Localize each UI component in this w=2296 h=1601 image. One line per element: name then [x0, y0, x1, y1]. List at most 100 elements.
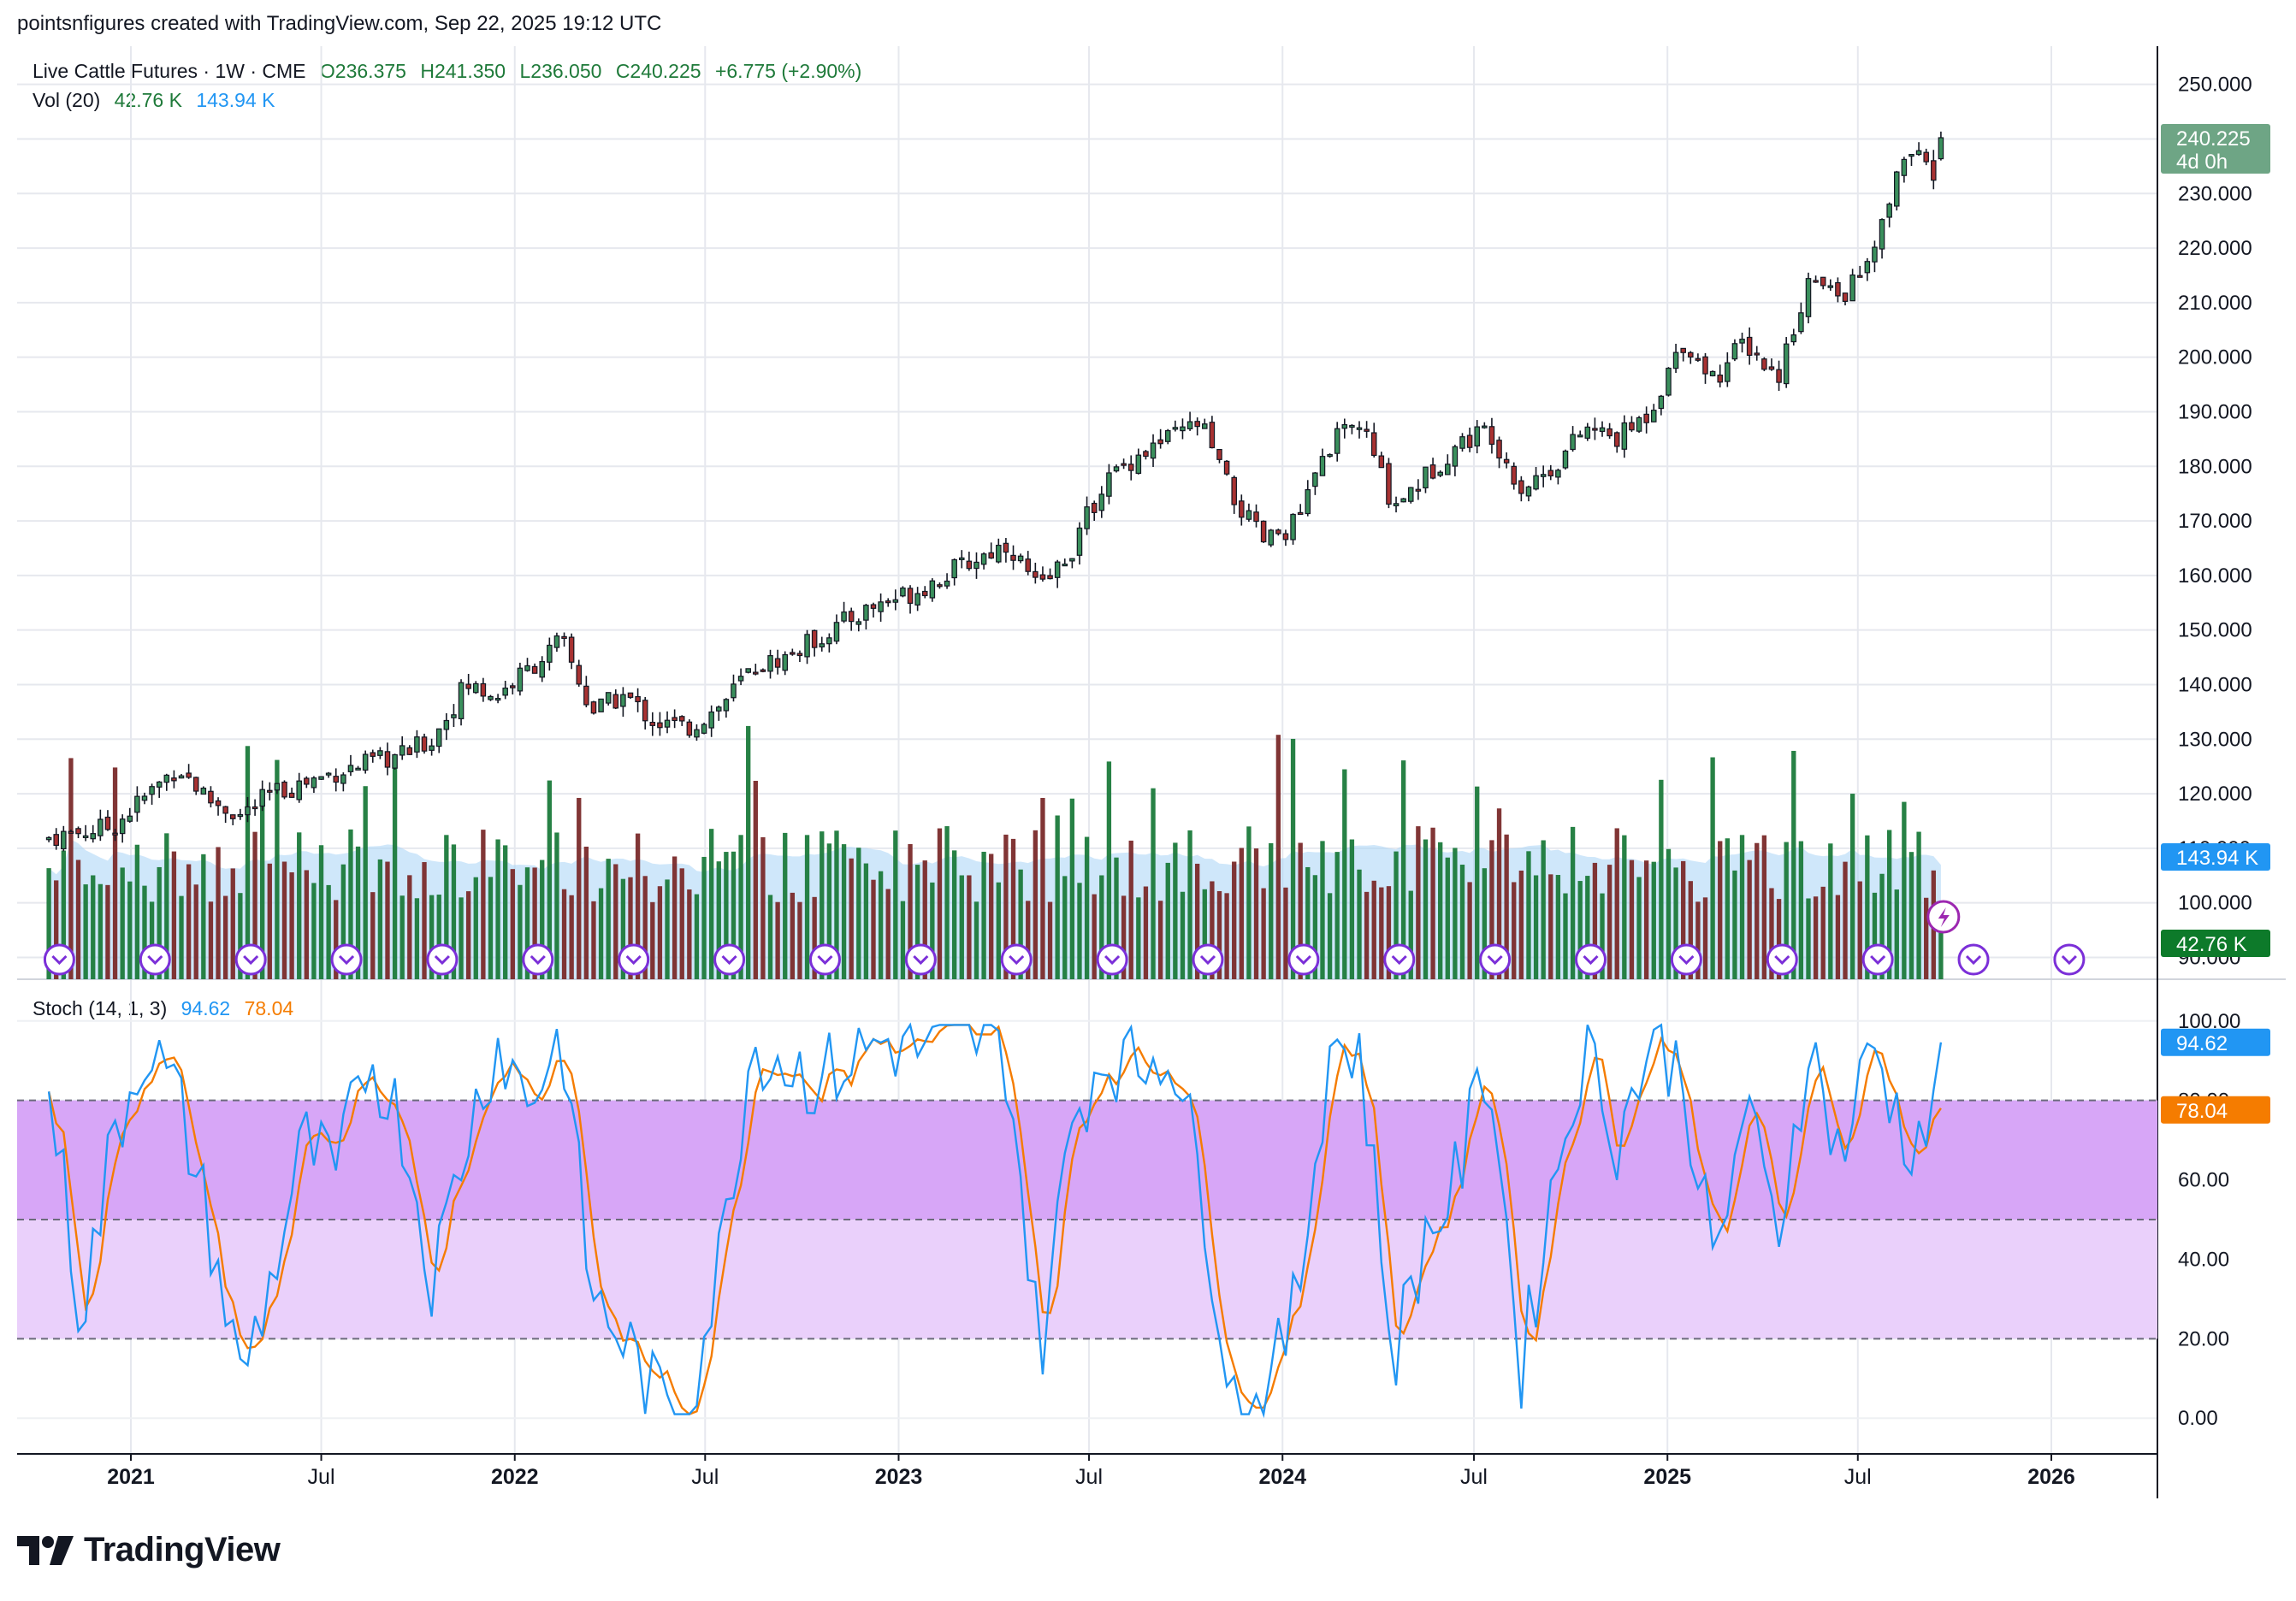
price-tick-label: 230.000 [2178, 182, 2252, 205]
volume-bar [179, 895, 184, 979]
tradingview-logo-icon [17, 1535, 74, 1565]
last-price-badge [2161, 124, 2270, 174]
stoch-band-lower [17, 1220, 2157, 1339]
candle-body [1768, 366, 1775, 370]
candle-body [1135, 454, 1142, 475]
candle-body [885, 600, 891, 604]
price-tick-label: 110.000 [2178, 837, 2251, 860]
candle-body [914, 593, 920, 606]
candle-body [620, 694, 626, 707]
volume-bar [841, 844, 847, 979]
candle-body [1091, 502, 1098, 513]
volume-bar [407, 875, 412, 979]
stoch-d-value: 78.04 [244, 997, 294, 1019]
volume-bar [1702, 897, 1708, 979]
candle-body [333, 776, 340, 783]
volume-bar [311, 883, 317, 979]
candle-body [531, 665, 538, 674]
candle-body [1290, 513, 1296, 541]
candle-body [1150, 442, 1157, 459]
candle-body [1805, 278, 1812, 317]
volume-bar [1886, 830, 1892, 979]
event-marker-icon [426, 943, 459, 976]
volume-bar [216, 847, 221, 979]
volume-bar [635, 833, 641, 979]
candle-body [1076, 527, 1083, 556]
volume-bar [1290, 738, 1296, 979]
volume-bar [98, 883, 104, 979]
volume-bar [783, 832, 788, 979]
candle-body [1239, 500, 1245, 518]
price-legend: Live Cattle Futures · 1W · CME O236.375 … [33, 60, 870, 83]
volume-bar [1106, 761, 1112, 979]
candlesticks [45, 131, 1944, 852]
volume-bar [561, 889, 567, 979]
time-tick-label: Jul [1460, 1465, 1488, 1489]
volume-bar [628, 877, 633, 979]
time-tick-label: 2022 [491, 1465, 539, 1489]
candle-body [833, 622, 840, 642]
candle-body [1437, 471, 1443, 476]
price-tick-label: 190.000 [2178, 400, 2252, 423]
candle-body [1253, 511, 1259, 523]
last-price-badge-text: 240.225 [2176, 127, 2251, 151]
candle-body [745, 668, 751, 673]
volume-bar [1018, 869, 1023, 979]
candle-body [1754, 352, 1760, 356]
candle-body [200, 787, 207, 795]
flash-marker-icon [1926, 900, 1961, 934]
candle-body [1658, 395, 1665, 410]
stoch-d-badge [2161, 1096, 2270, 1124]
event-marker-chevron [1104, 954, 1121, 966]
volume-bar [318, 845, 324, 979]
event-marker-chevron [1199, 954, 1216, 966]
volume-bar [1195, 863, 1200, 979]
candle-body [1319, 456, 1326, 476]
volume-bar [1180, 891, 1186, 979]
volume-bar [260, 796, 265, 979]
stoch-tick-label: 40.00 [2178, 1248, 2229, 1271]
candle-body [1370, 432, 1377, 457]
candle-body [1496, 440, 1502, 459]
symbol-label[interactable]: Live Cattle Futures · 1W · CME [33, 60, 306, 82]
tradingview-wordmark: TradingView [84, 1531, 281, 1569]
volume-bar [193, 884, 198, 979]
candle-body [510, 685, 516, 688]
volume-bar [1033, 830, 1039, 979]
candle-body [649, 721, 656, 726]
candle-body [1717, 375, 1723, 383]
volume-bar [171, 851, 177, 979]
volume-bar [355, 846, 361, 979]
volume-bar [878, 871, 884, 979]
candle-body [68, 830, 74, 834]
candle-body [215, 800, 222, 806]
candle-body [657, 722, 663, 729]
volume-bar [1857, 881, 1862, 979]
volume-bars [46, 725, 1944, 979]
volume-bar [790, 892, 796, 979]
stoch-label[interactable]: Stoch (14, 1, 3) [33, 997, 168, 1019]
volume-bar [1747, 860, 1752, 979]
volume-bar [1157, 901, 1163, 979]
event-marker-icon [904, 943, 937, 976]
candle-body [878, 601, 884, 612]
volume-bar [620, 878, 626, 979]
volume-bar [1453, 848, 1458, 979]
candle-body [863, 605, 869, 621]
candle-body [1570, 434, 1576, 451]
candle-body [524, 665, 530, 671]
volume-bar [1165, 862, 1170, 979]
candle-body [1084, 506, 1090, 529]
candle-body [259, 789, 265, 807]
stoch-tick-label: 60.00 [2178, 1169, 2229, 1192]
stoch-k-value: 94.62 [180, 997, 231, 1019]
volume-bar [1908, 852, 1914, 979]
price-tick-label: 240.000 [2178, 127, 2252, 151]
volume-label[interactable]: Vol (20) [33, 89, 101, 111]
candle-body [1518, 480, 1524, 494]
time-tick-label: 2024 [1258, 1465, 1306, 1489]
event-marker-icon [1670, 943, 1702, 976]
volume-bar [900, 901, 906, 979]
tradingview-logo[interactable]: TradingView [17, 1531, 281, 1569]
